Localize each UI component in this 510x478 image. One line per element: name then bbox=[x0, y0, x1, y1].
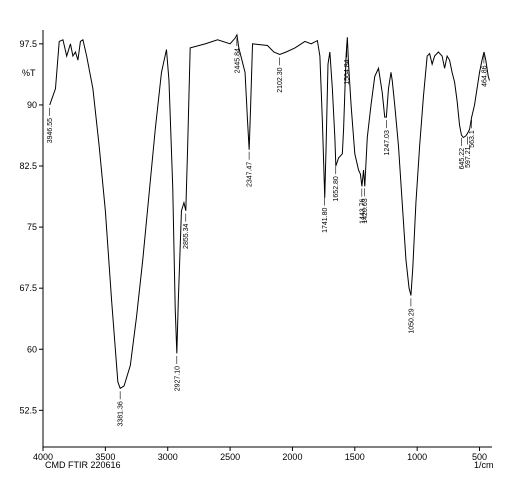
x-tick-label: 1000 bbox=[407, 452, 427, 462]
y-tick-label: 82.5 bbox=[19, 161, 37, 171]
y-tick-label: 52.5 bbox=[19, 405, 37, 415]
y-tick-label: 75 bbox=[27, 222, 37, 232]
y-axis-label: %T bbox=[22, 68, 36, 78]
peak-label: 645.22 bbox=[459, 148, 466, 170]
x-axis-label: 1/cm bbox=[474, 460, 494, 470]
peak-label: 464.86 bbox=[481, 65, 488, 87]
peak-label: 2927.10 bbox=[174, 366, 181, 391]
peak-label: 1652.80 bbox=[333, 176, 340, 201]
x-tick-label: 2000 bbox=[282, 452, 302, 462]
x-tick-label: 3000 bbox=[158, 452, 178, 462]
x-tick-label: 3500 bbox=[95, 452, 115, 462]
peak-label: 2445.84 bbox=[234, 48, 241, 73]
spectrum-line bbox=[49, 33, 490, 390]
peak-label: 1564.84 bbox=[344, 59, 351, 84]
peak-label: 1247.03 bbox=[384, 130, 391, 155]
y-tick-label: 60 bbox=[27, 344, 37, 354]
peak-label: 597.21 bbox=[465, 146, 472, 168]
peak-label: 1420.63 bbox=[362, 198, 369, 223]
peak-label: 2102.30 bbox=[277, 67, 284, 92]
peak-label: 3946.55 bbox=[47, 118, 54, 143]
y-tick-label: 97.5 bbox=[19, 39, 37, 49]
peak-label: 1443.76 bbox=[359, 199, 366, 224]
y-tick-label: 90 bbox=[27, 100, 37, 110]
y-tick-label: 67.5 bbox=[19, 283, 37, 293]
peak-label: 563.1 bbox=[469, 130, 476, 148]
peak-label: 1741.80 bbox=[322, 207, 329, 232]
peak-label: 3381.36 bbox=[118, 401, 125, 426]
x-tick-label: 500 bbox=[472, 452, 487, 462]
x-tick-label: 2500 bbox=[220, 452, 240, 462]
footer: CMD FTIR 220616 bbox=[45, 460, 121, 470]
peak-label: 2347.47 bbox=[247, 162, 254, 187]
peak-label: 1050.29 bbox=[408, 308, 415, 333]
peak-label: 2855.34 bbox=[183, 224, 190, 249]
x-tick-label: 4000 bbox=[33, 452, 53, 462]
x-tick-label: 1500 bbox=[345, 452, 365, 462]
